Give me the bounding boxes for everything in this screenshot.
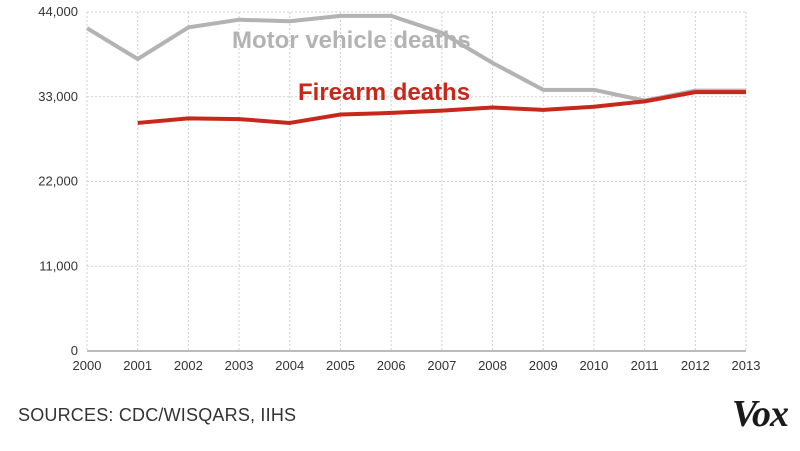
- y-tick-label: 0: [71, 343, 78, 358]
- x-tick-label: 2012: [681, 358, 710, 373]
- x-tick-label: 2011: [631, 358, 659, 373]
- x-tick-label: 2001: [123, 358, 152, 373]
- firearm-deaths-line: [137, 90, 746, 125]
- y-tick-label: 11,000: [39, 258, 78, 273]
- x-axis-ticks: 2000 2001 2002 2003 2004 2005 2006 2007 2008 2009…: [73, 358, 761, 373]
- series-labels: Motor vehicle deaths Firearm deaths: [232, 27, 471, 106]
- gridlines: [86, 11, 747, 352]
- x-tick-label: 2007: [427, 358, 456, 373]
- x-tick-label: 2002: [174, 358, 203, 373]
- x-tick-label: 2003: [225, 358, 254, 373]
- motor-vehicle-deaths-line: [85, 13, 746, 103]
- x-tick-label: 2009: [529, 358, 558, 373]
- vox-logo: Vox: [731, 393, 789, 435]
- x-tick-label: 2010: [579, 358, 608, 373]
- series-lines: [85, 13, 746, 125]
- x-tick-label: 2004: [275, 358, 304, 373]
- y-tick-label: 22,000: [38, 174, 78, 189]
- firearm-deaths-label: Firearm deaths: [298, 79, 470, 106]
- motor-vehicle-deaths-label: Motor vehicle deaths: [232, 27, 471, 54]
- x-tick-label: 2005: [326, 358, 355, 373]
- x-tick-label: 2000: [73, 358, 102, 373]
- x-tick-label: 2008: [478, 358, 507, 373]
- source-note: SOURCES: CDC/WISQARS, IIHS: [18, 405, 297, 425]
- x-tick-label: 2006: [377, 358, 406, 373]
- y-tick-label: 33,000: [38, 89, 78, 104]
- x-tick-label: 2013: [732, 358, 761, 373]
- y-tick-label: 44,000: [38, 4, 78, 19]
- y-axis-ticks: 0 11,000 22,000 33,000 44,000: [38, 4, 78, 358]
